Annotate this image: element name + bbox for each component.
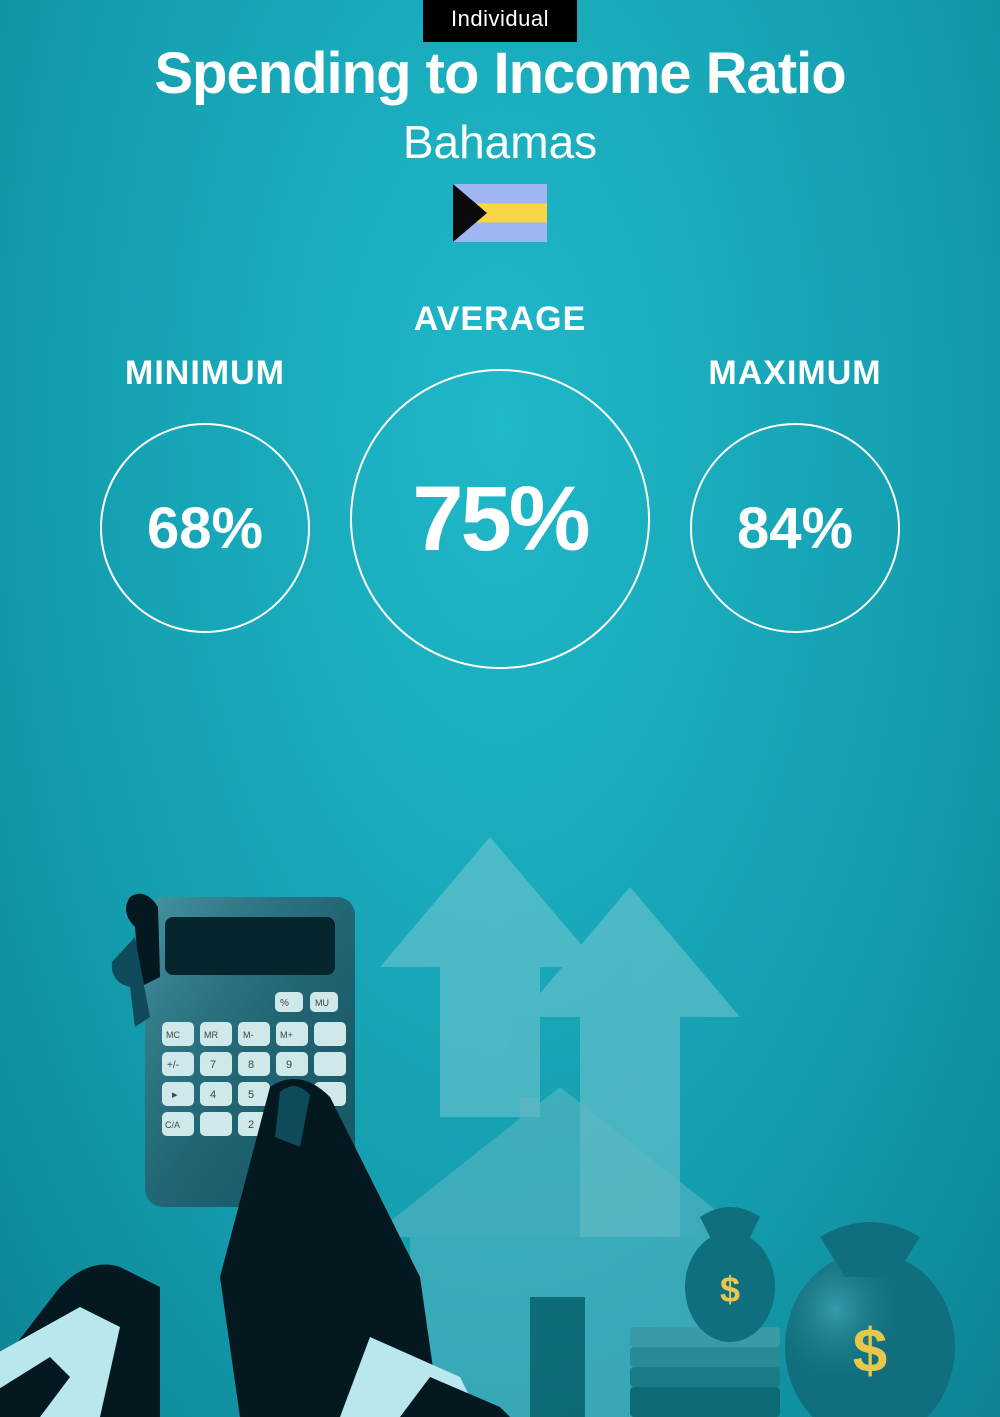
page-title: Spending to Income Ratio bbox=[0, 40, 1000, 107]
left-hand-icon bbox=[0, 1265, 160, 1417]
svg-text:5: 5 bbox=[248, 1089, 254, 1101]
average-label: AVERAGE bbox=[414, 300, 587, 339]
svg-text:M-: M- bbox=[243, 1030, 254, 1040]
minimum-label: MINIMUM bbox=[125, 354, 285, 393]
svg-text:+/-: +/- bbox=[167, 1060, 179, 1071]
svg-text:2: 2 bbox=[248, 1119, 254, 1131]
stat-average: AVERAGE 75% bbox=[350, 300, 650, 669]
money-bag-large-icon: $ bbox=[785, 1222, 955, 1417]
average-value: 75% bbox=[350, 369, 650, 669]
svg-text:%: % bbox=[280, 998, 289, 1009]
svg-text:7: 7 bbox=[210, 1059, 216, 1071]
stat-maximum: MAXIMUM 84% bbox=[690, 354, 900, 633]
svg-text:C/A: C/A bbox=[165, 1120, 180, 1130]
svg-text:▸: ▸ bbox=[172, 1089, 178, 1101]
stats-row: MINIMUM 68% AVERAGE 75% MAXIMUM 84% bbox=[0, 300, 1000, 669]
country-name: Bahamas bbox=[0, 115, 1000, 169]
svg-text:$: $ bbox=[853, 1317, 887, 1386]
maximum-value: 84% bbox=[690, 423, 900, 633]
svg-text:MR: MR bbox=[204, 1030, 218, 1040]
svg-text:8: 8 bbox=[248, 1059, 254, 1071]
maximum-label: MAXIMUM bbox=[708, 354, 881, 393]
finance-illustration: $ $ bbox=[0, 817, 1000, 1417]
minimum-value: 68% bbox=[100, 423, 310, 633]
svg-text:M+: M+ bbox=[280, 1030, 293, 1040]
svg-text:MU: MU bbox=[315, 998, 329, 1008]
svg-text:$: $ bbox=[720, 1269, 740, 1310]
svg-text:9: 9 bbox=[286, 1059, 292, 1071]
money-stack-icon bbox=[630, 1327, 780, 1417]
stat-minimum: MINIMUM 68% bbox=[100, 354, 310, 633]
svg-text:4: 4 bbox=[210, 1089, 216, 1101]
bahamas-flag-icon bbox=[453, 184, 547, 242]
category-badge: Individual bbox=[423, 0, 577, 42]
svg-text:MC: MC bbox=[166, 1030, 180, 1040]
